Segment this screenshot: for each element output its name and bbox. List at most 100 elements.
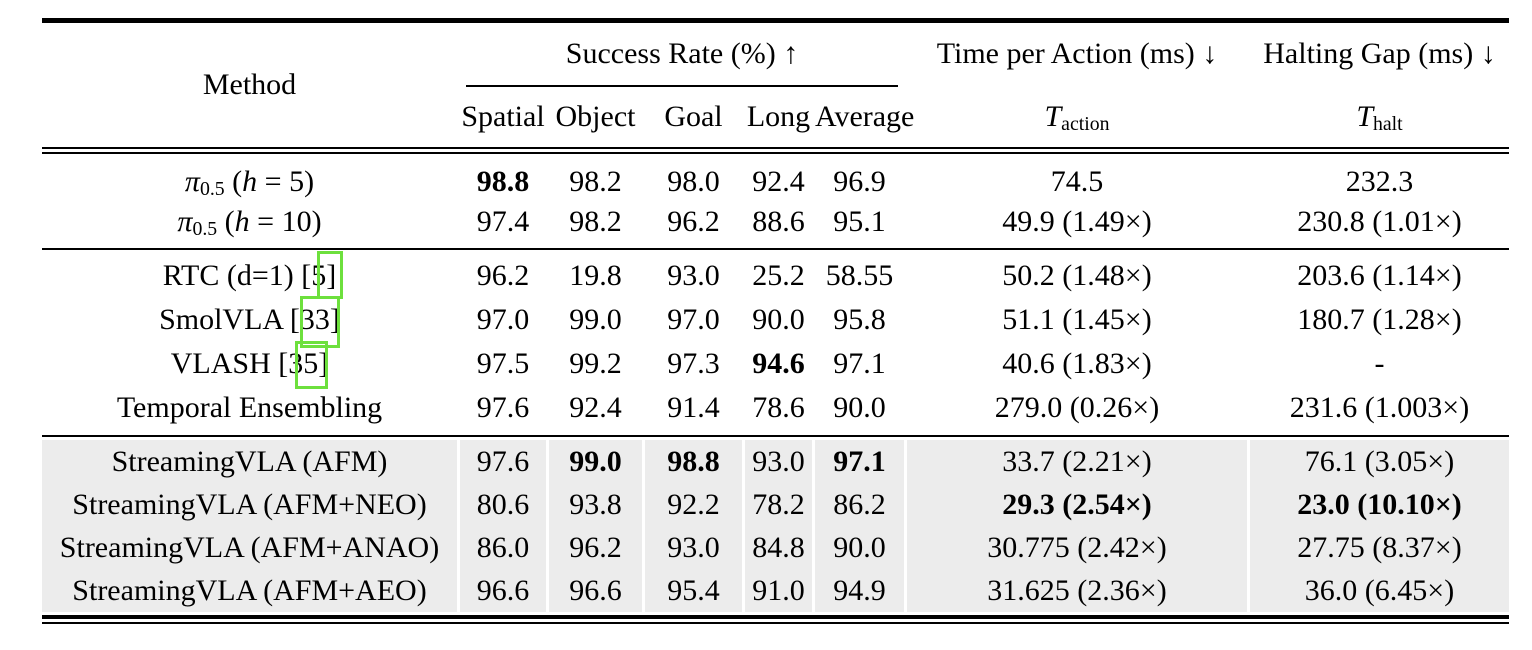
cell-t-action: 33.7 (2.21×) bbox=[907, 440, 1247, 483]
cell-object: 99.0 bbox=[569, 303, 622, 336]
method-label: StreamingVLA (AFM) bbox=[42, 440, 457, 483]
cell-average: 95.1 bbox=[833, 205, 886, 238]
cell-t-action: 49.9 (1.49×) bbox=[1002, 205, 1152, 238]
cell-goal: 95.4 bbox=[645, 569, 742, 612]
cell-long: 90.0 bbox=[752, 303, 805, 336]
cell-object: 19.8 bbox=[569, 259, 622, 292]
cell-spatial: 96.2 bbox=[476, 259, 530, 292]
cell-long: 25.2 bbox=[752, 259, 805, 292]
cell-t-halt: 230.8 (1.01×) bbox=[1297, 205, 1462, 238]
cell-object: 92.4 bbox=[569, 391, 622, 424]
column-header-t-action: Taction bbox=[1044, 100, 1110, 136]
column-header-average: Average bbox=[815, 100, 915, 133]
cell-average: 95.8 bbox=[833, 303, 886, 336]
cell-spatial: 97.6 bbox=[476, 391, 530, 424]
table-row: SmolVLA [33] 97.0 99.0 97.0 90.0 95.8 51.1 (1.… bbox=[42, 298, 1509, 342]
row-group-3: StreamingVLA (AFM) 97.6 99.0 98.8 93.0 97.1 33… bbox=[42, 437, 1509, 615]
column-header-goal: Goal bbox=[664, 100, 723, 133]
cell-goal: 91.4 bbox=[667, 391, 720, 424]
header-double-rule bbox=[42, 147, 1509, 154]
cell-average: 94.9 bbox=[815, 569, 904, 612]
cell-spatial: 86.0 bbox=[460, 526, 546, 569]
cell-t-action: 74.5 bbox=[1050, 165, 1104, 198]
cell-average: 58.55 bbox=[825, 259, 894, 292]
cell-t-halt: 23.0 (10.10×) bbox=[1250, 483, 1509, 526]
column-header-long: Long bbox=[746, 100, 811, 133]
cell-t-action: 279.0 (0.26×) bbox=[994, 391, 1160, 424]
cell-object: 93.8 bbox=[549, 483, 642, 526]
method-label: StreamingVLA (AFM+NEO) bbox=[42, 483, 457, 526]
cell-long: 92.4 bbox=[752, 165, 805, 198]
cell-average: 97.1 bbox=[815, 440, 904, 483]
cell-spatial: 98.8 bbox=[476, 165, 530, 198]
cell-t-halt: - bbox=[1374, 347, 1385, 380]
method-label: π0.5 (h = 10) bbox=[177, 205, 322, 241]
cell-goal: 92.2 bbox=[645, 483, 742, 526]
cell-goal: 93.0 bbox=[667, 259, 720, 292]
cell-object: 98.2 bbox=[569, 165, 622, 198]
group-header-success-rate: Success Rate (%) ↑ bbox=[565, 37, 799, 70]
table-row: StreamingVLA (AFM+NEO) 80.6 93.8 92.2 78.2 86… bbox=[42, 483, 1509, 526]
method-label: RTC (d=1) [5] bbox=[162, 259, 337, 292]
cell-long: 78.2 bbox=[745, 483, 812, 526]
column-header-t-halt: Thalt bbox=[1356, 100, 1403, 136]
table-header: Method Success Rate (%) ↑ Time per Actio… bbox=[42, 23, 1509, 147]
cell-spatial: 80.6 bbox=[460, 483, 546, 526]
method-label: π0.5 (h = 5) bbox=[184, 165, 315, 201]
table-row: Temporal Ensembling 97.6 92.4 91.4 78.6 90.0 2… bbox=[42, 386, 1509, 430]
method-label: Temporal Ensembling bbox=[116, 391, 383, 424]
table-row: StreamingVLA (AFM+AEO) 96.6 96.6 95.4 91.0 94… bbox=[42, 569, 1509, 612]
table-row: π0.5 (h = 10) 97.4 98.2 96.2 88.6 95.1 49.9 (1… bbox=[42, 202, 1509, 242]
cell-t-action: 51.1 (1.45×) bbox=[1002, 303, 1152, 336]
cell-long: 84.8 bbox=[745, 526, 812, 569]
cell-spatial: 97.5 bbox=[476, 347, 530, 380]
cell-t-halt: 36.0 (6.45×) bbox=[1250, 569, 1509, 612]
bottom-rule bbox=[42, 615, 1509, 624]
cell-t-halt: 231.6 (1.003×) bbox=[1289, 391, 1470, 424]
cell-spatial: 97.0 bbox=[476, 303, 530, 336]
cell-object: 96.6 bbox=[549, 569, 642, 612]
cell-t-action: 40.6 (1.83×) bbox=[1002, 347, 1152, 380]
cell-t-action: 30.775 (2.42×) bbox=[907, 526, 1247, 569]
row-group-2: RTC (d=1) [5] 96.2 19.8 93.0 25.2 58.55 50.2 (… bbox=[42, 250, 1509, 435]
results-table: Method Success Rate (%) ↑ Time per Actio… bbox=[42, 18, 1509, 624]
cell-t-action: 31.625 (2.36×) bbox=[907, 569, 1247, 612]
top-rule bbox=[42, 18, 1509, 23]
method-label: StreamingVLA (AFM+AEO) bbox=[42, 569, 457, 612]
cell-average: 90.0 bbox=[815, 526, 904, 569]
cell-average: 97.1 bbox=[833, 347, 886, 380]
table-row: StreamingVLA (AFM) 97.6 99.0 98.8 93.0 97.1 33… bbox=[42, 440, 1509, 483]
citation-link-box-35[interactable] bbox=[295, 341, 328, 389]
group-rule-1 bbox=[42, 248, 1509, 250]
table-row: VLASH [35] 97.5 99.2 97.3 94.6 97.1 40.6 (1.83… bbox=[42, 342, 1509, 386]
cell-average: 96.9 bbox=[833, 165, 886, 198]
cell-t-halt: 76.1 (3.05×) bbox=[1250, 440, 1509, 483]
cell-t-halt: 232.3 bbox=[1345, 165, 1414, 198]
cell-t-action: 29.3 (2.54×) bbox=[907, 483, 1247, 526]
group-rule-2 bbox=[42, 435, 1509, 437]
column-header-spatial: Spatial bbox=[461, 100, 545, 133]
table-row: StreamingVLA (AFM+ANAO) 86.0 96.2 93.0 84.8 9… bbox=[42, 526, 1509, 569]
cell-object: 99.0 bbox=[549, 440, 642, 483]
cell-spatial: 97.4 bbox=[476, 205, 530, 238]
cell-t-halt: 27.75 (8.37×) bbox=[1250, 526, 1509, 569]
table-row: π0.5 (h = 5) 98.8 98.2 98.0 92.4 96.9 74.5 232.… bbox=[42, 162, 1509, 202]
cell-long: 93.0 bbox=[745, 440, 812, 483]
cell-goal: 98.8 bbox=[645, 440, 742, 483]
method-label: SmolVLA [33] bbox=[159, 303, 340, 336]
table-row: RTC (d=1) [5] 96.2 19.8 93.0 25.2 58.55 50.2 (… bbox=[42, 254, 1509, 298]
cell-t-action: 50.2 (1.48×) bbox=[1002, 259, 1152, 292]
cell-object: 96.2 bbox=[549, 526, 642, 569]
method-label: StreamingVLA (AFM+ANAO) bbox=[42, 526, 457, 569]
citation-link-box-5[interactable] bbox=[317, 251, 343, 299]
cell-goal: 96.2 bbox=[667, 205, 720, 238]
row-group-1: π0.5 (h = 5) 98.8 98.2 98.0 92.4 96.9 74.5 232.… bbox=[42, 154, 1509, 248]
method-label: VLASH [35] bbox=[170, 347, 329, 380]
column-header-method: Method bbox=[202, 68, 297, 101]
citation-link-box-33[interactable] bbox=[300, 296, 340, 348]
group-header-time-per-action: Time per Action (ms) ↓ bbox=[936, 37, 1218, 70]
cell-long: 88.6 bbox=[752, 205, 805, 238]
cell-goal: 98.0 bbox=[667, 165, 720, 198]
cell-object: 99.2 bbox=[569, 347, 622, 380]
cell-goal: 93.0 bbox=[645, 526, 742, 569]
